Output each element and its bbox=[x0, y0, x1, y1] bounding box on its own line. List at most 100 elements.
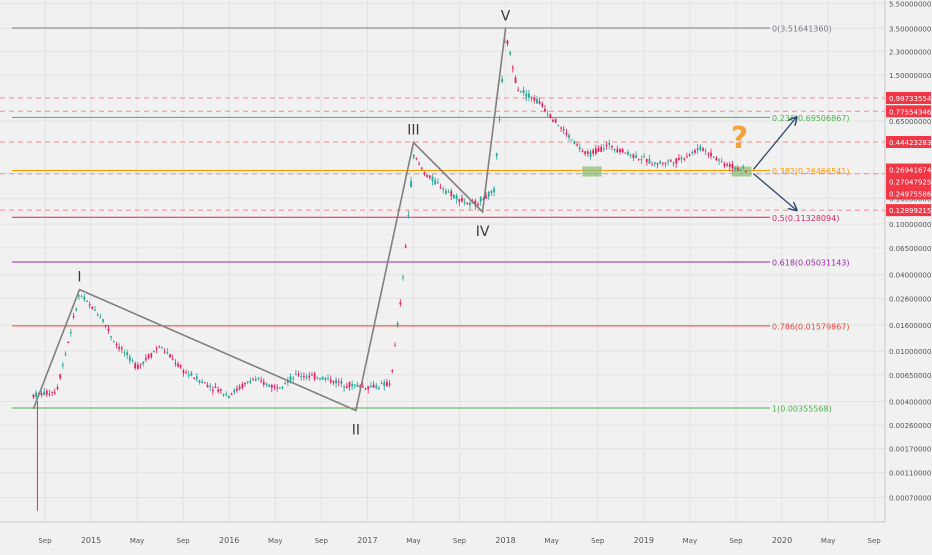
candle-body bbox=[153, 351, 155, 353]
candle-body bbox=[568, 135, 570, 138]
candle-body bbox=[126, 352, 129, 356]
candle-body bbox=[640, 159, 643, 161]
candle-body bbox=[219, 389, 222, 391]
candle-body bbox=[32, 394, 35, 398]
candle-body bbox=[214, 386, 217, 388]
candle-body bbox=[573, 141, 576, 145]
wave-label-i: I bbox=[77, 270, 81, 286]
candle-body bbox=[503, 41, 506, 43]
candle-body bbox=[493, 188, 495, 193]
candle-body bbox=[139, 363, 142, 365]
candle-body bbox=[51, 391, 54, 393]
candle-body bbox=[544, 108, 546, 112]
candle-body bbox=[683, 158, 686, 160]
price-label-box bbox=[886, 163, 931, 176]
x-tick-label: 2016 bbox=[219, 536, 239, 545]
candle-body bbox=[627, 151, 629, 155]
candle-body bbox=[268, 384, 271, 387]
candle-body bbox=[386, 381, 388, 387]
candle-body bbox=[161, 346, 163, 348]
candle-body bbox=[538, 101, 541, 104]
wave-label-ii: II bbox=[352, 422, 360, 438]
candle-body bbox=[514, 77, 517, 83]
candle-body bbox=[699, 146, 702, 150]
x-tick-label: 2019 bbox=[634, 536, 654, 545]
candle-body bbox=[257, 378, 260, 380]
candle-body bbox=[528, 93, 530, 98]
x-tick-label: Sep bbox=[177, 537, 191, 545]
candle-body bbox=[557, 125, 560, 127]
candle-body bbox=[418, 163, 420, 165]
candle-body bbox=[110, 336, 112, 338]
y-tick-label: 0.00110000 bbox=[889, 470, 931, 478]
candle-body bbox=[720, 161, 723, 163]
candle-body bbox=[434, 180, 437, 185]
candle-body bbox=[688, 154, 691, 156]
candle-body bbox=[718, 159, 720, 161]
candle-body bbox=[308, 375, 311, 378]
candle-body bbox=[56, 387, 59, 389]
candle-body bbox=[335, 379, 337, 384]
candle-body bbox=[145, 357, 147, 360]
candle-body bbox=[380, 383, 383, 385]
candle-body bbox=[115, 344, 118, 346]
fib-level-label: 0.5(0.11328094) bbox=[772, 214, 839, 223]
candle-body bbox=[300, 375, 303, 377]
y-tick-label: 0.06500000 bbox=[889, 245, 931, 253]
fib-level-label: 0.382(0.26466541) bbox=[772, 167, 850, 176]
candle-body bbox=[704, 150, 707, 152]
x-tick-label: Sep bbox=[38, 537, 52, 545]
price-label-box bbox=[886, 175, 931, 188]
candle-body bbox=[150, 353, 153, 357]
price-label-box bbox=[886, 204, 931, 217]
candle-body bbox=[102, 319, 104, 322]
candle-body bbox=[378, 387, 380, 389]
candle-body bbox=[426, 174, 429, 177]
candle-body bbox=[407, 215, 410, 217]
candle-body bbox=[506, 40, 509, 44]
candle-body bbox=[605, 144, 608, 146]
candle-body bbox=[428, 175, 431, 178]
candle-body bbox=[383, 382, 386, 387]
candle-body bbox=[710, 152, 712, 157]
candle-body bbox=[391, 370, 394, 372]
candle-body bbox=[656, 163, 659, 165]
candle-body bbox=[731, 163, 734, 169]
x-tick-label: May bbox=[406, 537, 420, 545]
candle-body bbox=[442, 188, 445, 190]
y-tick-label: 0.10000000 bbox=[889, 221, 931, 229]
candle-body bbox=[185, 372, 187, 374]
candle-body bbox=[375, 385, 378, 388]
candle-body bbox=[447, 191, 450, 193]
y-tick-label: 2.30000000 bbox=[889, 48, 931, 56]
candle-body bbox=[461, 197, 463, 201]
candle-body bbox=[672, 163, 675, 165]
candle-body bbox=[99, 317, 102, 319]
candle-body bbox=[78, 295, 80, 297]
candle-body bbox=[474, 200, 477, 206]
candle-body bbox=[715, 157, 718, 161]
candle-body bbox=[64, 353, 67, 355]
candle-body bbox=[351, 383, 354, 387]
y-tick-label: 0.02600000 bbox=[889, 295, 931, 303]
candle-body bbox=[723, 163, 726, 166]
candle-body bbox=[228, 396, 230, 399]
x-tick-label: 2020 bbox=[772, 536, 792, 545]
candle-body bbox=[284, 383, 287, 385]
candle-body bbox=[276, 387, 279, 389]
candle-body bbox=[412, 154, 415, 158]
candle-body bbox=[94, 309, 96, 311]
candle-body bbox=[635, 155, 637, 158]
elliott-wave-path bbox=[32, 28, 507, 412]
candle-body bbox=[48, 393, 51, 395]
question-mark-annotation: ? bbox=[731, 121, 748, 156]
fib-level-label: 0.618(0.05031143) bbox=[772, 259, 850, 268]
candle-body bbox=[107, 328, 110, 331]
candle-body bbox=[651, 164, 654, 166]
candle-body bbox=[281, 386, 284, 388]
candle-body bbox=[53, 392, 56, 394]
candle-body bbox=[80, 296, 83, 298]
candle-body bbox=[91, 306, 94, 310]
candle-body bbox=[399, 302, 402, 305]
